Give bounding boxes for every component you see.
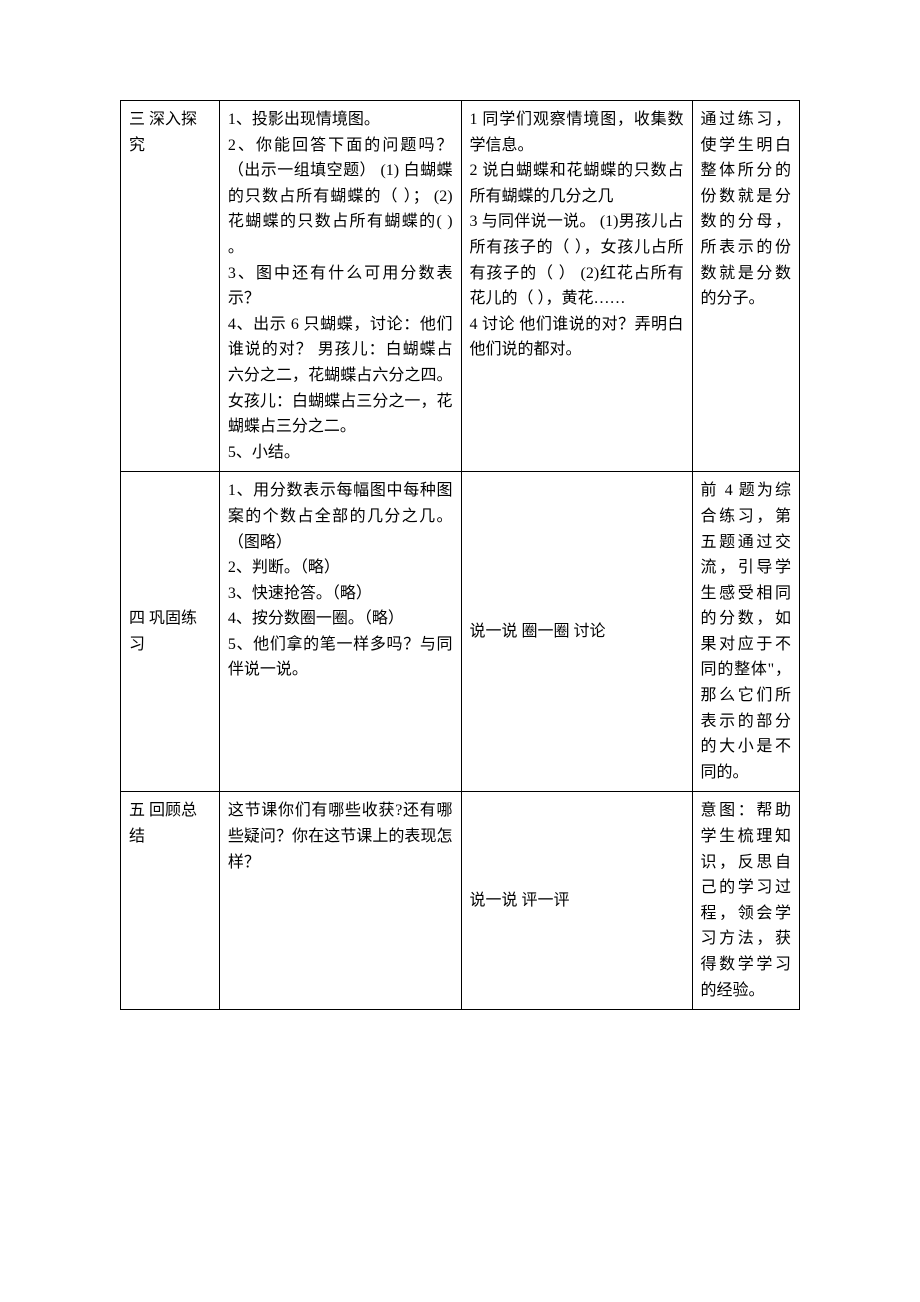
section-label: 五 回顾总结 xyxy=(121,792,220,1010)
design-intent: 前 4 题为综合练习，第五题通过交流，引导学生感受相同的分数，如果对应于不同的整… xyxy=(692,472,799,792)
table-row: 三 深入探究 1、投影出现情境图。2、你能回答下面的问题吗？（出示一组填空题） … xyxy=(121,101,800,472)
design-intent: 通过练习，使学生明白整体所分的份数就是分数的分母，所表示的份数就是分数的分子。 xyxy=(692,101,799,472)
section-label: 四 巩固练习 xyxy=(121,472,220,792)
table-row: 五 回顾总结 这节课你们有哪些收获?还有哪些疑问？你在这节课上的表现怎样？ 说一… xyxy=(121,792,800,1010)
teacher-activity: 1、投影出现情境图。2、你能回答下面的问题吗？（出示一组填空题） (1) 白蝴蝶… xyxy=(219,101,461,472)
lesson-plan-table: 三 深入探究 1、投影出现情境图。2、你能回答下面的问题吗？（出示一组填空题） … xyxy=(120,100,800,1010)
teacher-activity: 这节课你们有哪些收获?还有哪些疑问？你在这节课上的表现怎样？ xyxy=(219,792,461,1010)
student-activity: 说一说 圈一圈 讨论 xyxy=(461,472,692,792)
teacher-activity: 1、用分数表示每幅图中每种图案的个数占全部的几分之几。（图略）2、判断。（略）3… xyxy=(219,472,461,792)
document-page: 三 深入探究 1、投影出现情境图。2、你能回答下面的问题吗？（出示一组填空题） … xyxy=(0,0,920,1302)
table-row: 四 巩固练习 1、用分数表示每幅图中每种图案的个数占全部的几分之几。（图略）2、… xyxy=(121,472,800,792)
section-label: 三 深入探究 xyxy=(121,101,220,472)
student-activity: 1 同学们观察情境图，收集数学信息。2 说白蝴蝶和花蝴蝶的只数占所有蝴蝶的几分之… xyxy=(461,101,692,472)
student-activity: 说一说 评一评 xyxy=(461,792,692,1010)
design-intent: 意图：帮助学生梳理知识，反思自己的学习过程，领会学习方法，获得数学学习的经验。 xyxy=(692,792,799,1010)
